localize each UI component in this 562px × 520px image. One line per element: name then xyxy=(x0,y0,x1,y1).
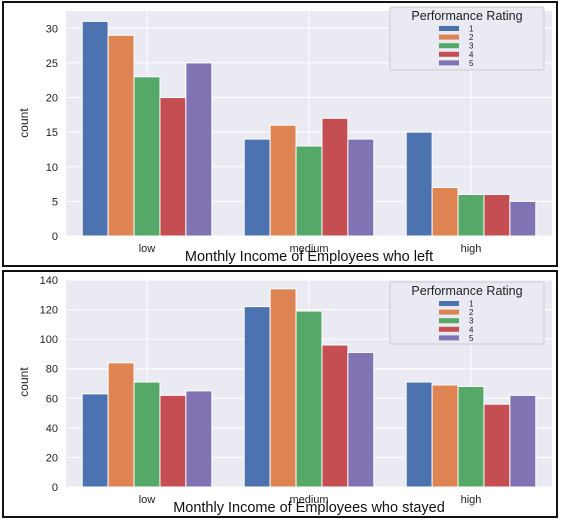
legend-label-5: 5 xyxy=(469,334,474,343)
chart-panel-stayed: 0 20 40 60 80 100 120 140 low medium high Monthly I… xyxy=(2,270,558,518)
y-tick-label: 140 xyxy=(40,275,58,287)
legend-label-1: 1 xyxy=(469,25,474,34)
legend-swatch-5 xyxy=(439,335,459,341)
legend-box xyxy=(389,6,545,71)
bar-medium-rating-4 xyxy=(321,344,349,488)
legend-label-2: 2 xyxy=(469,308,474,317)
bar-medium-rating-3 xyxy=(295,145,323,237)
bar-high-rating-3 xyxy=(457,385,485,488)
x-axis-label: Monthly Income of Employees who left xyxy=(185,249,433,265)
legend-swatch-3 xyxy=(439,318,459,324)
bar-low-rating-2 xyxy=(107,34,135,237)
y-tick-label: 60 xyxy=(46,393,58,405)
bar-low-rating-1 xyxy=(81,393,109,488)
x-tick-label: low xyxy=(139,243,156,255)
y-tick-label: 120 xyxy=(40,305,58,317)
bar-low-rating-5 xyxy=(185,390,213,488)
bar-high-rating-4 xyxy=(483,193,511,237)
legend-label-1: 1 xyxy=(469,300,474,309)
bar-medium-rating-2 xyxy=(269,124,297,237)
y-axis-label: count xyxy=(17,108,31,138)
chart-stayed: 0 20 40 60 80 100 120 140 low medium high Monthly I… xyxy=(17,275,552,516)
x-tick-label: low xyxy=(139,494,156,506)
y-tick-label: 10 xyxy=(46,162,58,174)
bar-medium-rating-4 xyxy=(321,117,349,237)
y-tick-label: 5 xyxy=(52,196,58,208)
legend-swatch-2 xyxy=(439,309,459,315)
legend-label-4: 4 xyxy=(469,50,474,59)
x-tick-label: medium xyxy=(289,243,328,255)
y-tick-label: 30 xyxy=(46,23,58,35)
bar-high-rating-2 xyxy=(431,384,459,488)
legend-label-5: 5 xyxy=(469,59,474,68)
legend-title: Performance Rating xyxy=(411,9,522,23)
legend-swatch-4 xyxy=(439,326,459,332)
bar-high-rating-5 xyxy=(509,200,537,237)
y-tick-label: 20 xyxy=(46,452,58,464)
bar-high-rating-4 xyxy=(483,403,511,488)
legend-label-2: 2 xyxy=(469,33,474,42)
legend-title: Performance Rating xyxy=(411,284,522,298)
bar-medium-rating-5 xyxy=(347,351,375,488)
y-tick-label: 80 xyxy=(46,364,58,376)
legend-swatch-1 xyxy=(439,26,459,31)
y-tick-label: 0 xyxy=(52,231,58,243)
legend-label-4: 4 xyxy=(469,325,474,334)
legend-label-3: 3 xyxy=(469,42,474,51)
x-tick-label: high xyxy=(461,243,482,255)
bar-high-rating-5 xyxy=(509,394,537,488)
bar-high-rating-1 xyxy=(405,131,433,237)
y-tick-label: 40 xyxy=(46,423,58,435)
x-tick-label: medium xyxy=(289,494,328,506)
y-tick-label: 25 xyxy=(46,58,58,70)
y-tick-label: 100 xyxy=(40,334,58,346)
bar-high-rating-3 xyxy=(457,193,485,237)
bar-low-rating-4 xyxy=(159,394,187,488)
x-axis-label: Monthly Income of Employees who stayed xyxy=(173,500,445,516)
legend-swatch-2 xyxy=(439,34,459,40)
bar-medium-rating-3 xyxy=(295,310,323,488)
bar-low-rating-3 xyxy=(133,381,161,488)
bar-medium-rating-2 xyxy=(269,288,297,488)
legend-swatch-4 xyxy=(439,51,459,57)
x-tick-label: high xyxy=(461,494,482,506)
legend-swatch-1 xyxy=(439,301,459,306)
bar-low-rating-1 xyxy=(81,20,109,237)
y-tick-label: 15 xyxy=(46,127,58,139)
legend-swatch-5 xyxy=(439,60,459,66)
bar-low-rating-4 xyxy=(159,97,187,237)
bar-low-rating-3 xyxy=(133,76,161,237)
bar-medium-rating-5 xyxy=(347,138,375,237)
bar-high-rating-2 xyxy=(431,187,459,237)
bar-medium-rating-1 xyxy=(243,138,271,237)
chart-panel-left: 0 5 10 15 20 25 30 low medium high Monthly Income … xyxy=(2,1,558,267)
y-axis-label: count xyxy=(17,367,31,397)
bar-low-rating-5 xyxy=(185,62,213,237)
y-tick-label: 20 xyxy=(46,93,58,105)
legend-box xyxy=(389,281,545,345)
legend-swatch-3 xyxy=(439,43,459,49)
bar-low-rating-2 xyxy=(107,362,135,488)
bar-medium-rating-1 xyxy=(243,306,271,488)
legend-label-3: 3 xyxy=(469,317,474,326)
bar-high-rating-1 xyxy=(405,381,433,488)
y-tick-label: 0 xyxy=(52,482,58,494)
